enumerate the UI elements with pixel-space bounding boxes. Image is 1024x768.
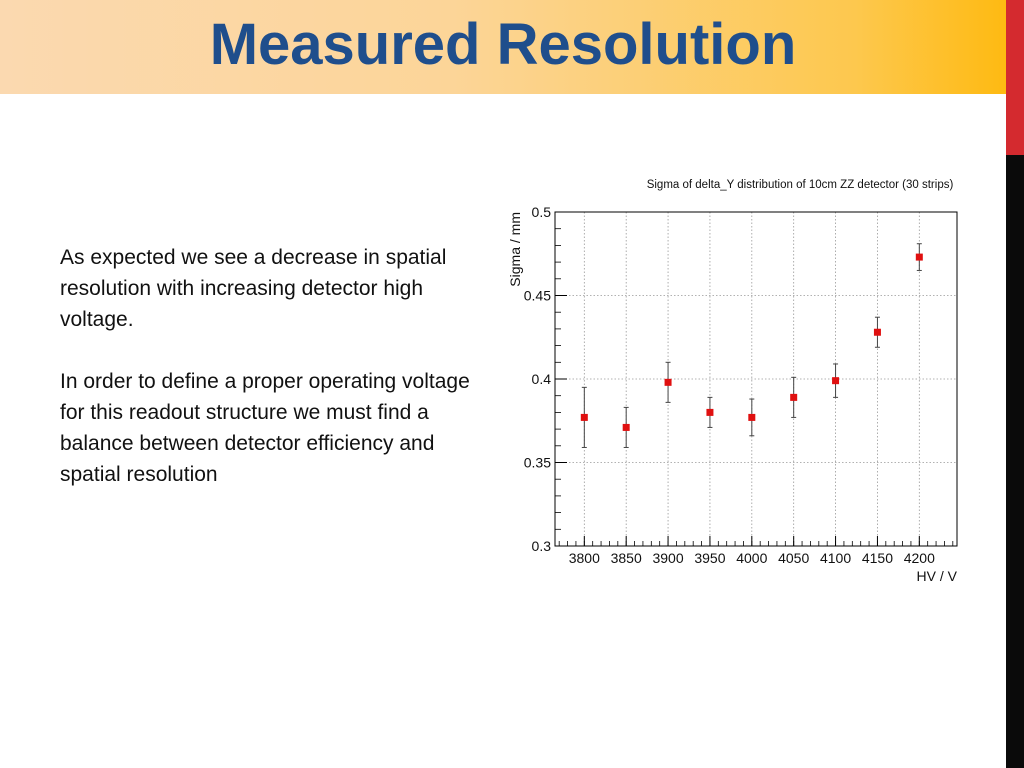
- x-tick-label: 3800: [569, 550, 600, 566]
- data-point: [706, 408, 714, 416]
- data-point: [748, 413, 756, 421]
- y-tick-label: 0.35: [524, 455, 551, 471]
- data-point: [915, 253, 923, 261]
- side-accent-black: [1006, 155, 1024, 768]
- x-tick-label: 4200: [904, 550, 935, 566]
- chart-title: Sigma of delta_Y distribution of 10cm ZZ…: [647, 179, 954, 191]
- x-tick-label: 3950: [694, 550, 725, 566]
- axis-ticks: [555, 211, 954, 547]
- page-title: Measured Resolution: [209, 12, 797, 77]
- x-tick-label: 3850: [611, 550, 642, 566]
- x-axis-label: HV / V: [917, 568, 958, 584]
- y-tick-label: 0.4: [532, 371, 552, 387]
- y-tick-label: 0.3: [532, 538, 552, 554]
- y-tick-label: 0.5: [532, 204, 552, 220]
- paragraph-1: As expected we see a decrease in spatial…: [60, 246, 447, 331]
- paragraph-2: In order to define a proper operating vo…: [60, 370, 470, 486]
- data-point: [580, 413, 588, 421]
- side-accent-red: [1006, 0, 1024, 155]
- data-point: [664, 378, 672, 386]
- x-tick-label: 4100: [820, 550, 851, 566]
- x-tick-labels: 3800 3850 3900 3950 4000 4050 4100 4150 4200: [569, 550, 935, 566]
- x-tick-label: 3900: [652, 550, 683, 566]
- data-point: [622, 423, 630, 431]
- data-points: [580, 243, 923, 448]
- y-tick-labels: 0.3 0.35 0.4 0.45 0.5: [524, 204, 551, 554]
- x-tick-label: 4150: [862, 550, 893, 566]
- y-tick-label: 0.45: [524, 288, 551, 304]
- chart-grid: [555, 212, 957, 546]
- data-point: [873, 328, 881, 336]
- data-point: [832, 377, 840, 385]
- data-point: [790, 393, 798, 401]
- y-axis-label: Sigma / mm: [507, 212, 523, 287]
- x-tick-label: 4050: [778, 550, 809, 566]
- resolution-chart: Sigma of delta_Y distribution of 10cm ZZ…: [507, 179, 958, 584]
- body-text: As expected we see a decrease in spatial…: [60, 242, 500, 521]
- x-tick-label: 4000: [736, 550, 767, 566]
- title-bar: [0, 0, 1006, 94]
